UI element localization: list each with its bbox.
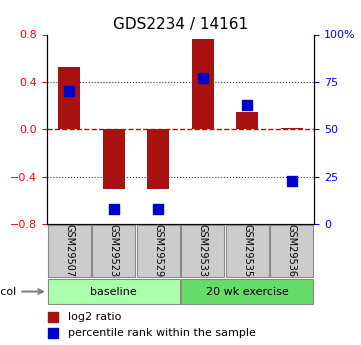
Bar bbox=[236, 111, 258, 129]
Text: baseline: baseline bbox=[90, 287, 137, 296]
Text: percentile rank within the sample: percentile rank within the sample bbox=[68, 328, 256, 338]
Text: GSM29507: GSM29507 bbox=[64, 225, 74, 277]
Point bbox=[66, 89, 72, 94]
FancyBboxPatch shape bbox=[270, 225, 313, 277]
Point bbox=[253, 102, 259, 108]
Text: log2 ratio: log2 ratio bbox=[68, 313, 122, 322]
FancyBboxPatch shape bbox=[226, 225, 269, 277]
FancyBboxPatch shape bbox=[48, 279, 180, 304]
Text: GSM29533: GSM29533 bbox=[198, 225, 208, 277]
Point bbox=[155, 206, 161, 212]
FancyBboxPatch shape bbox=[181, 225, 224, 277]
FancyBboxPatch shape bbox=[92, 225, 135, 277]
Bar bbox=[280, 128, 303, 129]
Point bbox=[253, 243, 259, 249]
FancyBboxPatch shape bbox=[48, 225, 91, 277]
Text: GSM29535: GSM29535 bbox=[242, 225, 252, 277]
Bar bbox=[192, 39, 214, 129]
Point bbox=[200, 75, 206, 81]
Text: 20 wk exercise: 20 wk exercise bbox=[206, 287, 289, 296]
Point bbox=[244, 102, 250, 108]
FancyBboxPatch shape bbox=[181, 279, 313, 304]
Point bbox=[289, 178, 295, 184]
Text: GSM29523: GSM29523 bbox=[109, 225, 119, 277]
FancyBboxPatch shape bbox=[137, 225, 180, 277]
Text: GSM29536: GSM29536 bbox=[287, 225, 297, 277]
Bar bbox=[103, 129, 125, 189]
Bar bbox=[147, 129, 169, 189]
Point bbox=[111, 206, 117, 212]
Bar bbox=[58, 67, 80, 129]
Text: protocol: protocol bbox=[0, 287, 43, 296]
Text: GSM29529: GSM29529 bbox=[153, 225, 163, 277]
Title: GDS2234 / 14161: GDS2234 / 14161 bbox=[113, 17, 248, 32]
